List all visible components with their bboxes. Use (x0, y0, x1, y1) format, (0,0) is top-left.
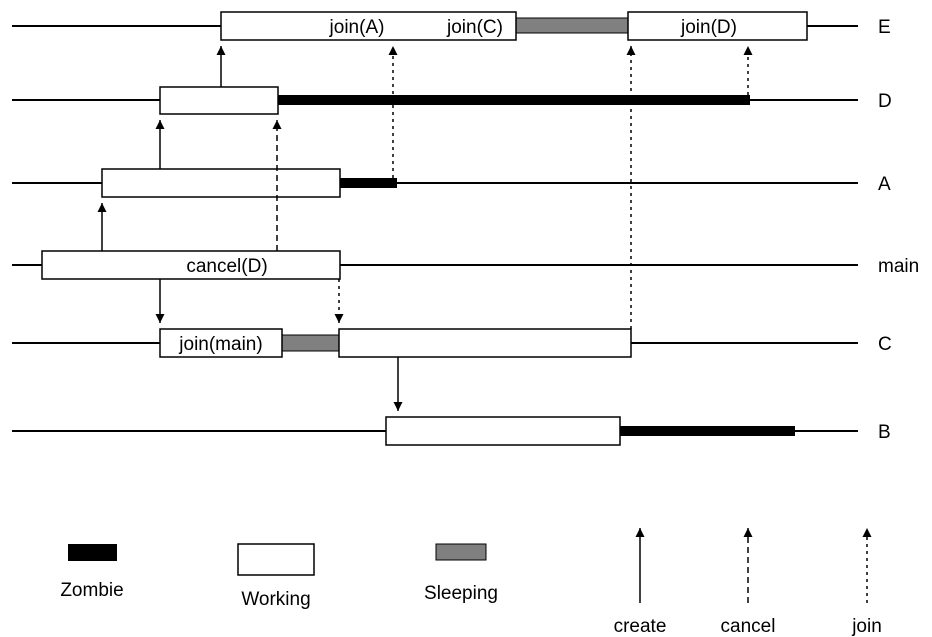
zombie-bar-d (278, 95, 750, 105)
legend-cancel-label: cancel (721, 616, 776, 637)
working-box-main (41, 250, 341, 280)
box-label-join-d: join(D) (680, 17, 737, 38)
thread-label-d: D (878, 91, 892, 112)
working-box-e2 (627, 11, 808, 41)
thread-label-a: A (878, 174, 891, 195)
thread-label-c: C (878, 334, 892, 355)
zombie-bar-a (340, 178, 397, 188)
working-box-c2 (338, 328, 632, 358)
legend-sleeping-swatch (435, 543, 487, 561)
sleeping-bar-e (515, 17, 629, 34)
box-label-cancel-d: cancel(D) (186, 256, 267, 277)
thread-label-e: E (878, 17, 891, 38)
legend-working-swatch (237, 543, 315, 576)
working-box-b (385, 416, 621, 446)
box-label-join-c: join(C) (446, 17, 503, 38)
thread-label-b: B (878, 422, 891, 443)
zombie-bar-b (620, 426, 795, 436)
working-box-d (159, 86, 279, 115)
thread-label-main: main (878, 256, 919, 277)
legend-zombie-swatch (68, 544, 117, 561)
working-box-c1 (159, 328, 283, 358)
thread-lines (12, 25, 858, 432)
legend-join-label: join (851, 616, 882, 637)
sleeping-bar-c (281, 334, 340, 352)
box-label-join-a: join(A) (329, 17, 385, 38)
legend-sleeping-label: Sleeping (424, 583, 498, 604)
create-arrows (97, 46, 403, 411)
working-boxes (41, 11, 808, 446)
legend-working-label: Working (241, 589, 310, 610)
join-arrows (334, 46, 753, 329)
working-box-e1 (220, 11, 517, 41)
legend-create-label: create (614, 616, 667, 637)
thread-labels: E D A main C B (878, 17, 919, 443)
legend-zombie-label: Zombie (60, 580, 123, 601)
sleeping-bars (281, 17, 629, 352)
box-labels: join(A) join(C) join(D) cancel(D) join(m… (178, 17, 737, 355)
zombie-bars (278, 95, 795, 436)
working-box-a (101, 168, 341, 198)
box-label-join-main: join(main) (178, 334, 262, 355)
legend: Zombie Working Sleeping create cancel jo… (60, 528, 882, 637)
